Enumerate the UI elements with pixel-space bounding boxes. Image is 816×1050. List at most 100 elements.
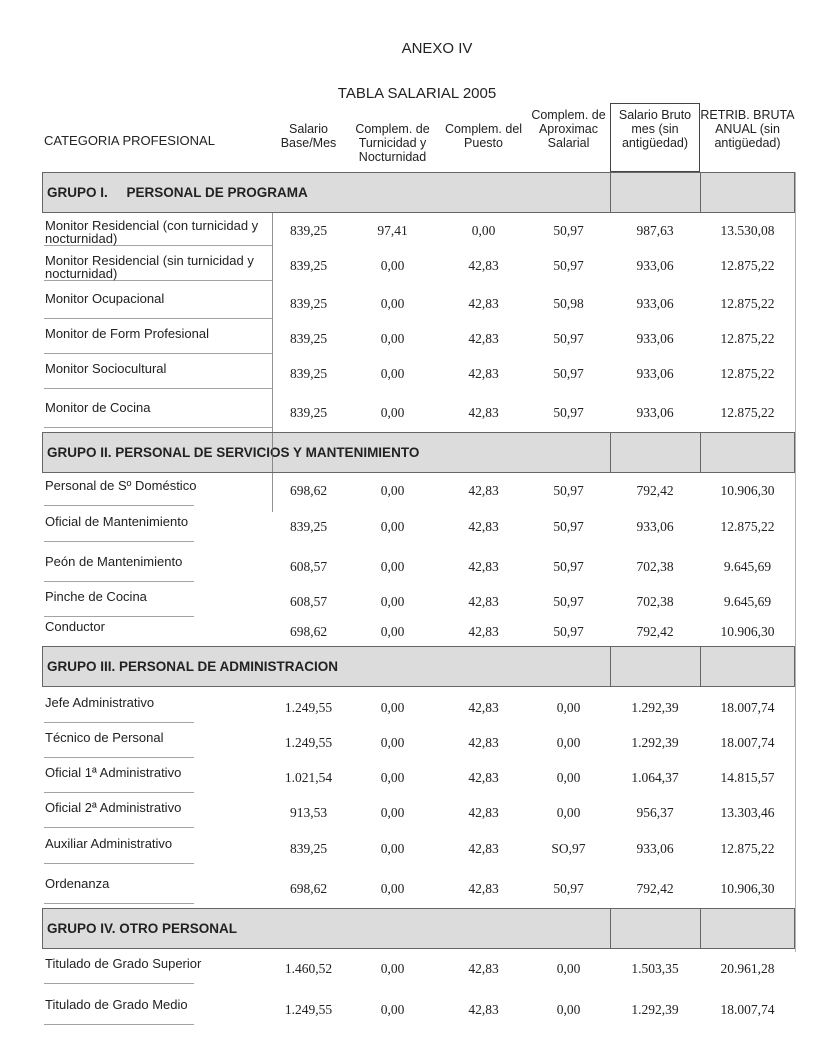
salary-value: 42,83: [468, 700, 499, 715]
salary-value: 1.460,52: [284, 961, 333, 976]
salary-value: 1.292,39: [631, 700, 679, 715]
salary-value: 1.249,55: [284, 1002, 333, 1017]
category-name: Titulado de Grado Superior: [45, 956, 202, 971]
salary-value: 839,25: [289, 841, 328, 856]
salary-value: 0,00: [380, 594, 405, 609]
salary-value: 0,00: [556, 735, 581, 750]
rule: [44, 388, 272, 389]
salary-value: 0,00: [556, 961, 581, 976]
salary-value: 12.875,22: [720, 366, 775, 381]
salary-value: 1.249,55: [284, 735, 333, 750]
group-header: GRUPO III. PERSONAL DE ADMINISTRACION: [42, 646, 795, 687]
salary-value: 9.645,69: [723, 559, 772, 574]
salary-value: 50,97: [553, 624, 584, 639]
category-name: Jefe Administrativo: [45, 695, 155, 710]
salary-value: 42,83: [468, 559, 499, 574]
salary-value: 14.815,57: [720, 770, 775, 785]
salary-value: 0,00: [380, 519, 405, 534]
salary-value: 608,57: [289, 559, 328, 574]
salary-value: 933,06: [636, 331, 674, 346]
salary-value: 839,25: [289, 331, 328, 346]
salary-value: 0,00: [380, 483, 405, 498]
rule: [44, 616, 194, 617]
salary-value: 0,00: [380, 1002, 405, 1017]
cell-divider: [610, 646, 611, 687]
table-title: TABLA SALARIAL 2005: [337, 85, 497, 102]
salary-value: 0,00: [380, 700, 405, 715]
salary-value: 50,97: [553, 594, 584, 609]
salary-value: 698,62: [289, 624, 328, 639]
salary-value: 42,83: [468, 366, 499, 381]
salary-value: 0,00: [556, 1002, 581, 1017]
cell-divider: [700, 908, 701, 949]
rule: [44, 903, 194, 904]
salary-value: 12.875,22: [720, 331, 775, 346]
salary-value: 0,00: [380, 770, 405, 785]
salary-value: 933,06: [636, 841, 674, 856]
salary-value: 1.292,39: [631, 1002, 679, 1017]
category-name: Oficial 1ª Administrativo: [45, 765, 182, 780]
salary-value: 13.530,08: [720, 223, 775, 238]
salary-value: 698,62: [289, 483, 328, 498]
salary-value: 0,00: [380, 366, 405, 381]
salary-value: 50,97: [553, 483, 584, 498]
salary-value: 0,00: [380, 841, 405, 856]
rule: [44, 280, 272, 281]
cell-divider: [700, 432, 701, 473]
rule: [44, 581, 194, 582]
rule: [44, 505, 194, 506]
rule: [44, 827, 194, 828]
salary-value: 608,57: [289, 594, 328, 609]
column-header: Complem. del Puesto: [444, 122, 523, 150]
salary-value: 1.292,39: [631, 735, 679, 750]
salary-value: 956,37: [636, 805, 674, 820]
column-header: RETRIB. BRUTA ANUAL (sin antigüedad): [700, 108, 795, 150]
salary-value: 42,83: [468, 1002, 499, 1017]
salary-value: 42,83: [468, 405, 499, 420]
salary-value: 50,97: [553, 559, 584, 574]
salary-value: 698,62: [289, 881, 328, 896]
salary-value: 12.875,22: [720, 258, 775, 273]
header-box: [610, 103, 700, 172]
salary-value: 50,97: [553, 519, 584, 534]
rule: [44, 245, 272, 246]
salary-value: 50,97: [553, 223, 584, 238]
salary-value: 0,00: [380, 805, 405, 820]
salary-value: 42,83: [468, 331, 499, 346]
column-header: Complem. de Turnicidad y Nocturnidad: [355, 122, 430, 164]
category-name: Monitor de Cocina: [45, 400, 151, 415]
salary-value: 1.503,35: [631, 961, 679, 976]
salary-value: 839,25: [289, 366, 328, 381]
category-name: Oficial 2ª Administrativo: [45, 800, 182, 815]
salary-value: 10.906,30: [720, 483, 775, 498]
category-name: Oficial de Mantenimiento: [45, 514, 189, 529]
salary-value: 839,25: [289, 405, 328, 420]
salary-value: 987,63: [636, 223, 674, 238]
rule: [44, 863, 194, 864]
category-name: Titulado de Grado Medio: [45, 997, 188, 1012]
salary-value: 10.906,30: [720, 881, 775, 896]
column-header: CATEGORIA PROFESIONAL: [44, 133, 215, 148]
salary-value: 42,83: [468, 881, 499, 896]
salary-value: 50,97: [553, 258, 584, 273]
salary-value: 50,98: [553, 296, 584, 311]
salary-value: 0,00: [380, 735, 405, 750]
salary-value: 702,38: [636, 594, 674, 609]
rule: [44, 983, 194, 984]
salary-value: 12.875,22: [720, 405, 775, 420]
salary-value: 42,83: [468, 624, 499, 639]
salary-value: 1.021,54: [284, 770, 333, 785]
salary-value: 18.007,74: [720, 700, 775, 715]
salary-value: 0,00: [380, 961, 405, 976]
salary-value: 0,00: [380, 331, 405, 346]
category-name: Auxiliar Administrativo: [45, 836, 173, 851]
salary-value: 933,06: [636, 296, 674, 311]
salary-value: 839,25: [289, 296, 328, 311]
rule: [44, 1024, 194, 1025]
rule: [44, 318, 272, 319]
salary-value: 0,00: [380, 405, 405, 420]
salary-value: 0,00: [380, 296, 405, 311]
category-name: Pinche de Cocina: [45, 589, 147, 604]
salary-value: 50,97: [553, 331, 584, 346]
